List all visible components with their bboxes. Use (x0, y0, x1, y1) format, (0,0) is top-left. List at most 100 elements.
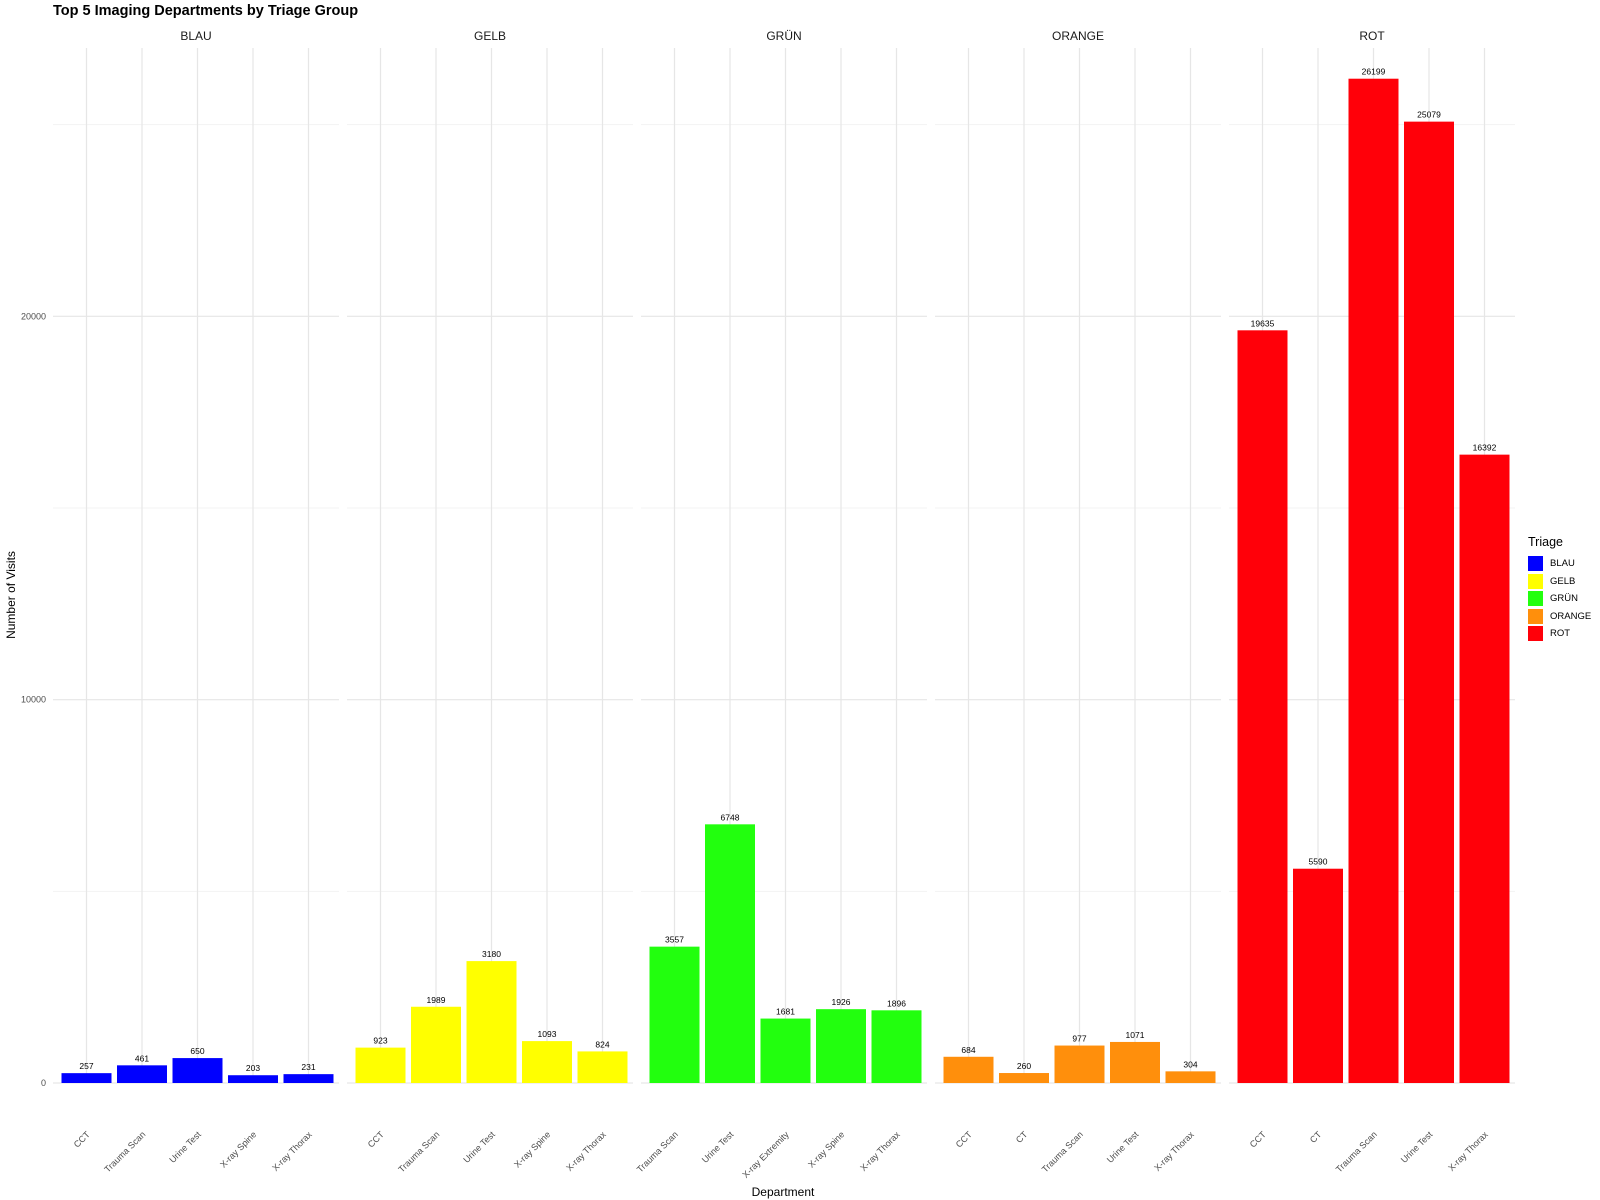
bar-value-label: 461 (135, 1053, 149, 1063)
x-tick-label: Trauma Scan (1334, 1129, 1379, 1174)
legend-item: GRÜN (1528, 590, 1591, 608)
bar (577, 1051, 628, 1083)
x-tick-label: X-ray Thorax (1152, 1129, 1196, 1173)
bar-value-label: 1926 (832, 997, 851, 1007)
y-tick-label: 0 (41, 1078, 46, 1088)
x-tick-label: Urine Test (700, 1129, 736, 1165)
bar (1110, 1041, 1160, 1083)
x-tick-label: CT (1014, 1129, 1030, 1145)
bar-value-label: 3557 (665, 935, 684, 945)
bar-value-label: 923 (373, 1036, 387, 1046)
x-tick-label: CCT (954, 1129, 975, 1150)
bar-value-label: 231 (301, 1062, 315, 1072)
bar-value-label: 25079 (1417, 110, 1441, 120)
bar-value-label: 1093 (538, 1029, 557, 1039)
facet-label: ORANGE (1052, 29, 1104, 43)
bar-value-label: 5590 (1309, 857, 1328, 867)
bar-value-label: 1896 (887, 998, 906, 1008)
facet-label: ROT (1359, 29, 1385, 43)
bar (1293, 868, 1343, 1083)
x-tick-label: CCT (72, 1129, 93, 1150)
facet-label: GRÜN (766, 29, 801, 43)
bar-value-label: 257 (79, 1061, 93, 1071)
bar (283, 1074, 334, 1083)
facet-label: GELB (474, 29, 506, 43)
bar (1404, 121, 1454, 1084)
legend-label: ORANGE (1550, 610, 1592, 622)
bar (466, 961, 517, 1083)
legend-item: GELB (1528, 573, 1591, 591)
bar (1348, 78, 1399, 1083)
bar (1054, 1045, 1105, 1083)
legend-item: ORANGE (1528, 608, 1591, 626)
legend: Triage BLAU GELB GRÜN ORANGE ROT (1528, 535, 1591, 643)
bar-value-label: 304 (1183, 1059, 1197, 1069)
bar-value-label: 977 (1072, 1034, 1086, 1044)
x-tick-label: Trauma Scan (396, 1129, 441, 1174)
bar (871, 1010, 922, 1083)
bar-value-label: 6748 (721, 812, 740, 822)
bar-value-label: 26199 (1362, 67, 1386, 77)
bar (61, 1073, 112, 1083)
legend-swatch (1528, 556, 1543, 572)
bar (649, 946, 700, 1083)
bar-value-label: 19635 (1251, 318, 1275, 328)
bar-value-label: 824 (595, 1039, 609, 1049)
bar-value-label: 1681 (776, 1007, 795, 1017)
bar (943, 1056, 994, 1083)
x-tick-label: CT (1308, 1129, 1324, 1145)
bar (999, 1073, 1049, 1083)
bar-value-label: 684 (961, 1045, 975, 1055)
bar (172, 1058, 223, 1083)
legend-swatch (1528, 626, 1543, 642)
bar (760, 1018, 811, 1083)
bar (522, 1041, 572, 1083)
legend-label: BLAU (1550, 558, 1575, 570)
x-tick-label: X-ray Spine (218, 1129, 258, 1169)
x-tick-label: X-ray Thorax (564, 1129, 608, 1173)
bar (411, 1006, 461, 1083)
x-tick-label: X-ray Thorax (270, 1129, 314, 1173)
bar (1165, 1071, 1216, 1083)
bar-value-label: 650 (190, 1046, 204, 1056)
bar (228, 1075, 278, 1083)
bar (1459, 454, 1510, 1083)
legend-swatch (1528, 591, 1543, 607)
bar-value-label: 16392 (1473, 443, 1497, 453)
legend-item: BLAU (1528, 555, 1591, 573)
x-axis-title: Department (752, 1185, 815, 1199)
x-tick-label: X-ray Thorax (858, 1129, 902, 1173)
x-tick-label: Urine Test (1399, 1129, 1435, 1165)
x-tick-label: Trauma Scan (635, 1129, 680, 1174)
legend-title: Triage (1528, 535, 1563, 549)
x-tick-label: X-ray Extremity (740, 1129, 791, 1180)
y-axis-title: Number of Visits (4, 551, 18, 639)
legend-item: ROT (1528, 625, 1591, 643)
bar-value-label: 1989 (427, 995, 446, 1005)
x-tick-label: X-ray Thorax (1446, 1129, 1490, 1173)
y-tick-label: 10000 (21, 695, 46, 705)
bar (1237, 330, 1288, 1083)
bar-value-label: 3180 (482, 949, 501, 959)
x-tick-label: X-ray Spine (512, 1129, 552, 1169)
facet-label: BLAU (180, 29, 211, 43)
x-tick-label: Urine Test (1105, 1129, 1141, 1165)
bar (355, 1047, 406, 1083)
chart-title: Top 5 Imaging Departments by Triage Grou… (53, 3, 359, 19)
bar-value-label: 260 (1017, 1061, 1031, 1071)
bar (705, 824, 755, 1083)
legend-swatch (1528, 608, 1543, 624)
legend-label: ROT (1550, 628, 1571, 640)
bar (117, 1065, 167, 1083)
bar-value-label: 203 (246, 1063, 260, 1073)
x-tick-label: Trauma Scan (102, 1129, 147, 1174)
x-tick-label: Urine Test (167, 1129, 203, 1165)
x-tick-label: X-ray Spine (806, 1129, 846, 1169)
legend-label: GELB (1550, 575, 1576, 587)
x-tick-label: CCT (1248, 1129, 1269, 1150)
legend-swatch (1528, 573, 1543, 589)
bar-value-label: 1071 (1126, 1030, 1145, 1040)
x-tick-label: Trauma Scan (1040, 1129, 1085, 1174)
x-tick-label: CCT (366, 1129, 387, 1150)
